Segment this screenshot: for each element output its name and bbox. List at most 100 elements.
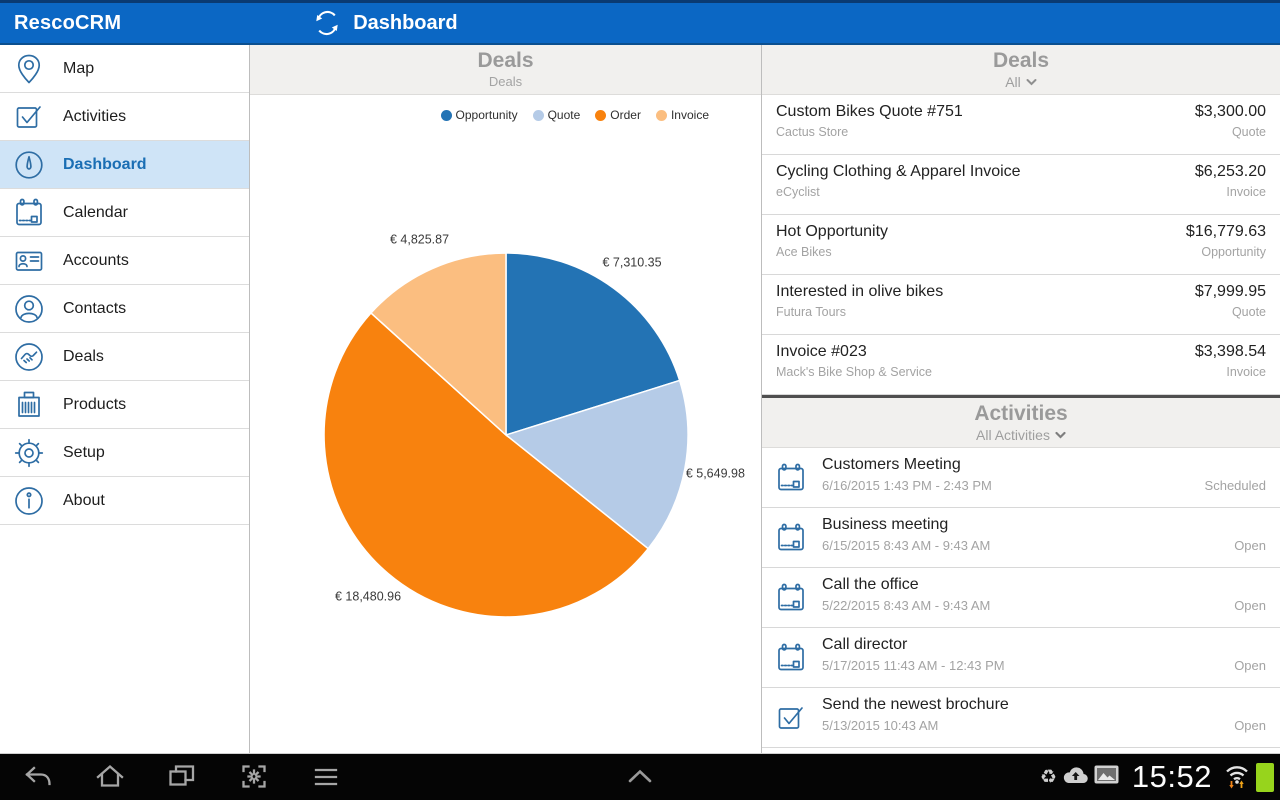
activity-title: Business meeting [822,516,949,533]
calendar-icon [12,196,46,230]
sidebar-item-contacts[interactable]: Contacts [0,285,249,333]
screenshot-icon[interactable] [238,761,270,793]
sidebar-item-map[interactable]: Map [0,45,249,93]
deal-title: Interested in olive bikes [776,283,944,300]
calendar-icon [774,641,808,675]
deal-row[interactable]: Invoice #023 $3,398.54 Mack's Bike Shop … [762,335,1280,395]
battery-icon [1256,762,1274,792]
activities-title: Activities [974,401,1068,425]
sidebar-item-label: Accounts [63,251,129,269]
menu-icon[interactable] [310,761,342,793]
sidebar-item-label: Dashboard [63,155,147,173]
top-bar: RescoCRM Dashboard [0,0,1280,45]
deals-filter-dropdown[interactable]: All [1005,74,1037,90]
activity-status: Open [1234,598,1266,613]
cloud-upload-icon[interactable] [1062,764,1089,791]
pie-label-opportunity: € 7,310.35 [603,256,662,270]
deal-type: Opportunity [1201,245,1266,259]
deals-pie-chart[interactable]: € 7,310.35 € 5,649.98 € 18,480.96 € 4,825.8… [250,95,762,754]
sync-icon[interactable]: ♻ [1039,766,1057,788]
legend-dot-invoice [655,109,667,121]
calendar-icon [774,581,808,615]
nav-buttons [0,761,342,793]
deal-company: Mack's Bike Shop & Service [776,365,932,379]
gallery-icon[interactable] [1094,765,1119,789]
pie-chart-area: Opportunity Quote Order Invoice € 7,310.… [250,95,761,753]
deal-title: Hot Opportunity [776,223,889,240]
activity-row[interactable]: Send the newest brochure 5/13/2015 10:43… [762,688,1280,748]
sidebar-item-calendar[interactable]: Calendar [0,189,249,237]
sidebar-item-label: Map [63,59,95,77]
section-divider [762,395,1280,398]
sidebar-item-label: Calendar [63,203,128,221]
sidebar-item-deals[interactable]: Deals [0,333,249,381]
chart-panel-subtitle: Deals [488,74,523,89]
deal-company: eCyclist [776,185,820,199]
activities-filter-dropdown[interactable]: All Activities [976,427,1066,443]
activity-row[interactable]: Call the office 5/22/2015 8:43 AM - 9:43… [762,568,1280,628]
activities-filter-label: All Activities [976,426,1050,443]
pie-slice-opportunity[interactable] [505,252,681,437]
activity-row[interactable]: Call director 5/17/2015 11:43 AM - 12:43… [762,628,1280,688]
activity-row[interactable]: Business meeting 6/15/2015 8:43 AM - 9:4… [762,508,1280,568]
map-pin-icon [12,52,46,86]
info-icon [12,484,46,518]
deal-amount: $16,779.63 [1185,223,1266,240]
recent-apps-icon[interactable] [166,761,198,793]
activity-status: Open [1234,718,1266,733]
pie-slice-order[interactable] [323,311,650,618]
activity-title: Call director [822,636,908,653]
task-check-icon [774,701,808,735]
sidebar: Map Activities Dashboard Calendar [0,45,250,753]
right-panel: Deals All Custom Bikes Quote #751 $3,300… [762,45,1280,753]
deal-row[interactable]: Interested in olive bikes $7,999.95 Futu… [762,275,1280,335]
deal-company: Futura Tours [776,305,846,319]
legend-item-opportunity: Opportunity [440,108,518,122]
activity-title: Send the newest brochure [822,696,1009,713]
sidebar-item-accounts[interactable]: Accounts [0,237,249,285]
page-title: Dashboard [353,11,458,34]
back-icon[interactable] [22,761,54,793]
pie-label-quote: € 5,649.98 [686,467,745,481]
sidebar-item-about[interactable]: About [0,477,249,525]
deal-type: Invoice [1226,185,1266,199]
task-check-icon [12,100,46,134]
chevron-up-icon[interactable] [625,766,655,788]
deal-row[interactable]: Custom Bikes Quote #751 $3,300.00 Cactus… [762,95,1280,155]
legend-label: Order [610,108,641,122]
refresh-icon[interactable] [313,9,341,37]
deal-row[interactable]: Hot Opportunity $16,779.63 Ace Bikes Opp… [762,215,1280,275]
gear-icon [12,436,46,470]
legend-item-invoice: Invoice [655,108,709,122]
deals-chart-panel: Deals Deals Opportunity Quote Order [250,45,762,753]
wifi-icon [1223,761,1251,794]
sidebar-item-dashboard[interactable]: Dashboard [0,141,249,189]
clock[interactable]: 15:52 [1131,759,1212,794]
legend-item-order: Order [595,108,641,122]
home-icon[interactable] [94,761,126,793]
barcode-box-icon [12,388,46,422]
pie-slice-quote[interactable] [504,379,689,550]
calendar-icon [774,521,808,555]
activity-title: Call the office [822,576,919,593]
handshake-icon [12,340,46,374]
deal-type: Quote [1231,125,1266,139]
deal-company: Cactus Store [776,125,849,139]
deal-title: Cycling Clothing & Apparel Invoice [776,163,1021,180]
deal-amount: $3,398.54 [1194,343,1266,360]
deal-row[interactable]: Cycling Clothing & Apparel Invoice $6,25… [762,155,1280,215]
deal-company: Ace Bikes [776,245,832,259]
legend-dot-order [595,109,607,121]
deals-list-title: Deals [992,48,1050,72]
sidebar-item-products[interactable]: Products [0,381,249,429]
sidebar-item-activities[interactable]: Activities [0,93,249,141]
account-card-icon [12,244,46,278]
activity-row[interactable]: Customers Meeting 6/16/2015 1:43 PM - 2:… [762,448,1280,508]
pie-slice-invoice[interactable] [369,252,507,437]
activity-time: 5/13/2015 10:43 AM [822,718,939,733]
gauge-icon [12,148,46,182]
sidebar-item-setup[interactable]: Setup [0,429,249,477]
activity-time: 5/17/2015 11:43 AM - 12:43 PM [822,658,1005,673]
activities-header: Activities All Activities [762,398,1280,448]
